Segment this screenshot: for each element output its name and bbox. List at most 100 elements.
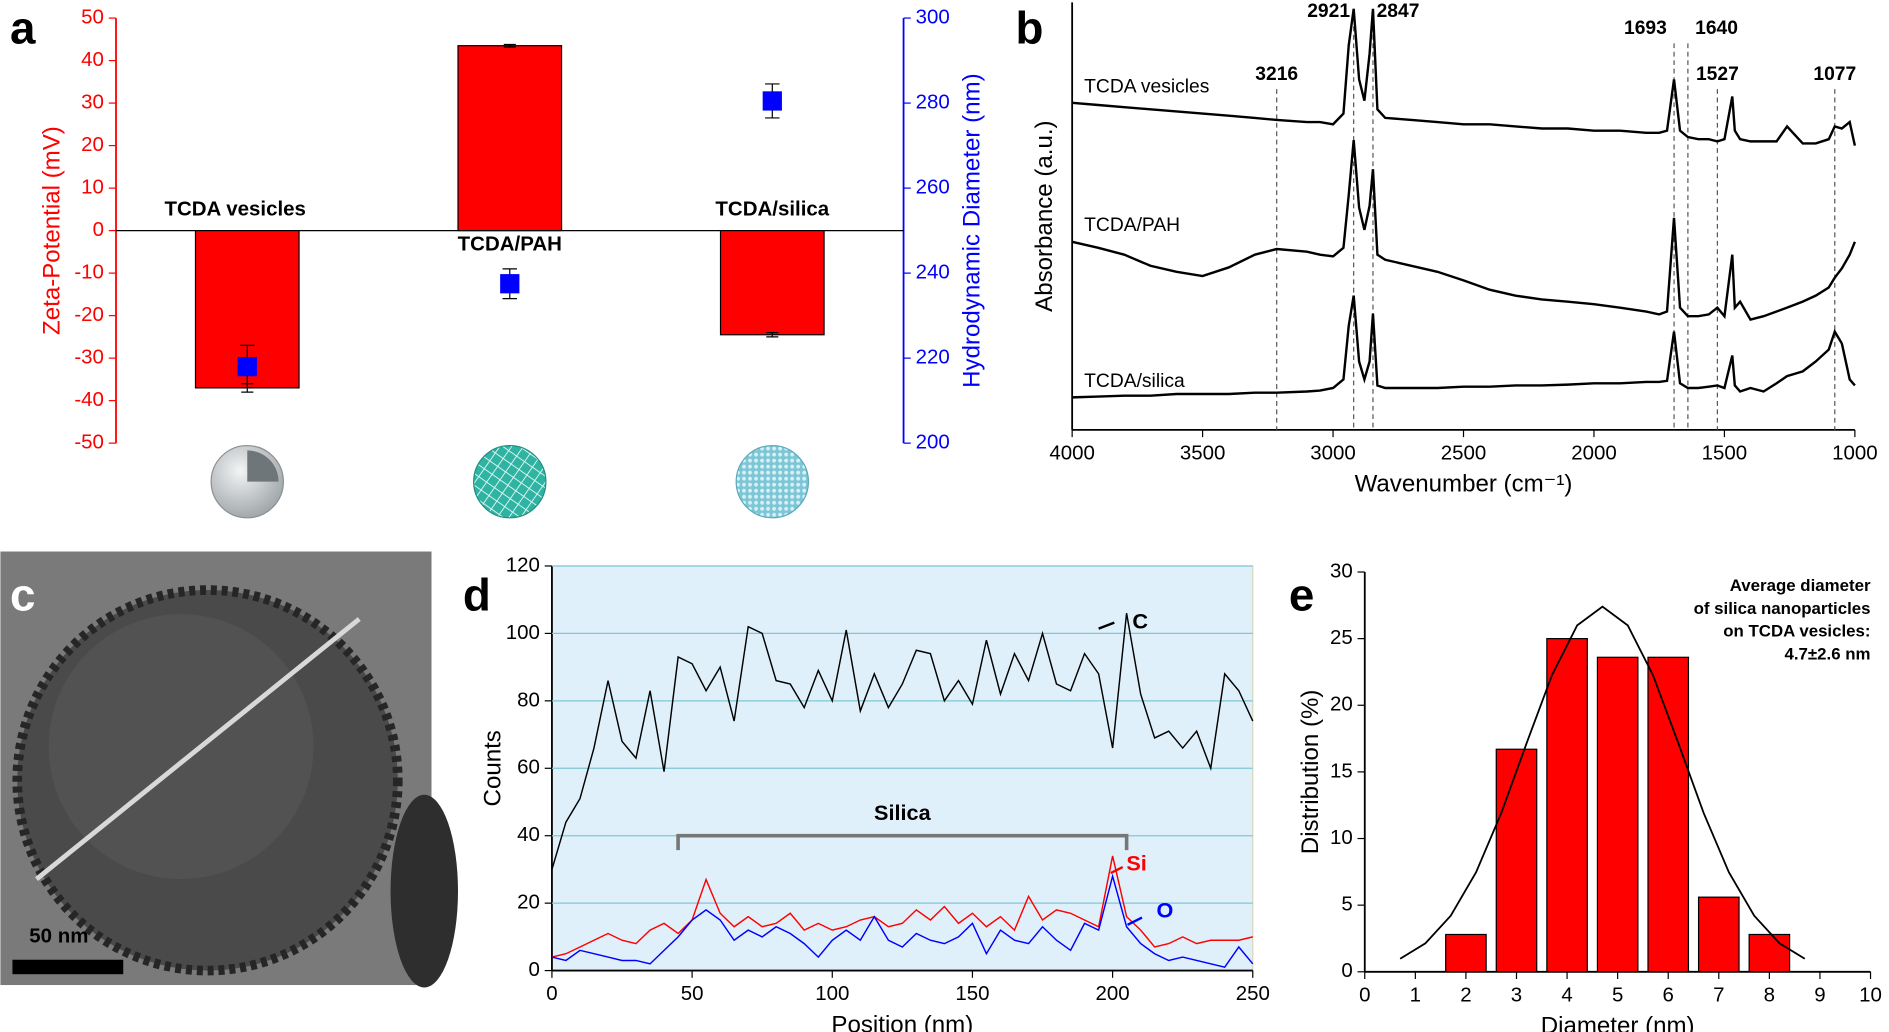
y-tick-label: 20 [517, 891, 540, 914]
y-tick-label: -40 [74, 388, 104, 411]
bar [1546, 638, 1588, 973]
peak-label: 2921 [1307, 1, 1350, 22]
y-axis-title: Zeta-Potential (mV) [39, 126, 66, 335]
series-label: TCDA vesicles [1084, 76, 1209, 97]
category-label: TCDA vesicles [164, 198, 305, 221]
y2-tick-label: 240 [916, 261, 950, 284]
peak-label: 3216 [1255, 64, 1298, 85]
x-tick-label: 5 [1612, 983, 1623, 1006]
peak-label: 1640 [1695, 18, 1738, 39]
bar [1697, 896, 1740, 973]
x-tick-label: 2 [1460, 983, 1471, 1006]
y-tick-label: 30 [81, 90, 104, 113]
marker [762, 91, 782, 111]
scale-bar-label: 50 nm [29, 924, 88, 947]
x-tick-label: 9 [1814, 983, 1825, 1006]
marker [500, 274, 520, 294]
bracket [676, 833, 1129, 851]
y-tick-label: 10 [81, 176, 104, 199]
series-label: Si [1126, 850, 1146, 875]
line [551, 873, 1254, 969]
x-tick-label: 50 [681, 982, 704, 1005]
x-axis-title: Position (nm) [831, 1011, 973, 1032]
x-tick-label: 200 [1096, 982, 1130, 1005]
y-tick-label: -20 [74, 303, 104, 326]
y-tick-label: 100 [506, 621, 540, 644]
y-tick-label: 5 [1341, 893, 1352, 916]
x-tick-label: 100 [815, 982, 849, 1005]
x-tick-label: 250 [1236, 982, 1270, 1005]
y-tick-label: 10 [1330, 826, 1353, 849]
bar [457, 45, 563, 232]
series-label: C [1132, 608, 1148, 633]
bracket-label: Silica [874, 800, 932, 825]
x-tick-label: 3500 [1180, 441, 1226, 464]
y-tick-label: 40 [81, 48, 104, 71]
line [1071, 139, 1856, 321]
line-scan [35, 617, 361, 881]
peak-label: 1527 [1696, 64, 1739, 85]
series-label: TCDA/PAH [1084, 215, 1180, 236]
y-axis-title: Counts [479, 730, 506, 806]
x-axis-title: Diameter (nm) [1541, 1013, 1695, 1032]
annotation: of silica nanoparticles [1694, 599, 1871, 618]
x-tick-label: 1 [1410, 983, 1421, 1006]
y-tick-label: -10 [74, 261, 104, 284]
pah-icon [473, 444, 547, 519]
y2-tick-label: 300 [916, 5, 950, 28]
x-tick-label: 2500 [1441, 441, 1487, 464]
y2-tick-label: 260 [916, 176, 950, 199]
x-tick-label: 0 [546, 982, 557, 1005]
x-tick-label: 10 [1859, 983, 1882, 1006]
x-tick-label: 3000 [1310, 441, 1356, 464]
x-axis-title: Wavenumber (cm⁻¹) [1355, 471, 1573, 498]
neighbor-particle [390, 794, 459, 988]
y-tick-label: 25 [1330, 626, 1353, 649]
bar [1596, 656, 1639, 973]
line [1072, 8, 1857, 146]
y-tick-label: 30 [1330, 559, 1353, 582]
error-bar [503, 43, 516, 48]
x-tick-label: 6 [1663, 983, 1674, 1006]
category-label: TCDA/silica [715, 198, 829, 221]
label-leader [1126, 916, 1143, 926]
series-label: O [1156, 897, 1173, 922]
line [551, 855, 1253, 958]
y-tick-label: 40 [517, 823, 540, 846]
bar [719, 230, 825, 336]
x-tick-label: 1500 [1702, 441, 1748, 464]
y2-tick-label: 200 [916, 431, 950, 454]
panel-letter: d [463, 570, 491, 621]
fit-curve [1399, 605, 1806, 960]
category-label: TCDA/PAH [458, 232, 562, 255]
y-tick-label: -50 [74, 431, 104, 454]
line [551, 613, 1254, 870]
y-tick-label: 20 [81, 133, 104, 156]
vesicle-core [48, 614, 314, 880]
x-tick-label: 150 [955, 982, 989, 1005]
panel-letter: a [10, 2, 36, 53]
panel-letter: b [1016, 2, 1044, 53]
y2-axis-title: Hydrodynamic Diameter (nm) [959, 73, 986, 387]
label-leader [1098, 621, 1115, 630]
tem-image: 50 nm [0, 551, 459, 988]
vesicle-icon-cut [247, 450, 279, 482]
series-label: TCDA/silica [1084, 371, 1185, 392]
y-tick-label: 60 [517, 756, 540, 779]
label-leader [1110, 865, 1124, 875]
annotation: on TCDA vesicles: [1723, 622, 1870, 641]
peak-label: 2847 [1377, 1, 1420, 22]
error-bar [766, 332, 779, 338]
x-tick-label: 2000 [1571, 441, 1617, 464]
peak-label: 1693 [1624, 18, 1667, 39]
line [1072, 295, 1856, 399]
bar [1495, 748, 1538, 973]
y-tick-label: 0 [93, 218, 104, 241]
y-tick-label: 20 [1330, 693, 1353, 716]
x-tick-label: 7 [1713, 983, 1724, 1006]
scale-bar [12, 959, 124, 975]
x-tick-label: 3 [1511, 983, 1522, 1006]
x-tick-label: 8 [1764, 983, 1775, 1006]
